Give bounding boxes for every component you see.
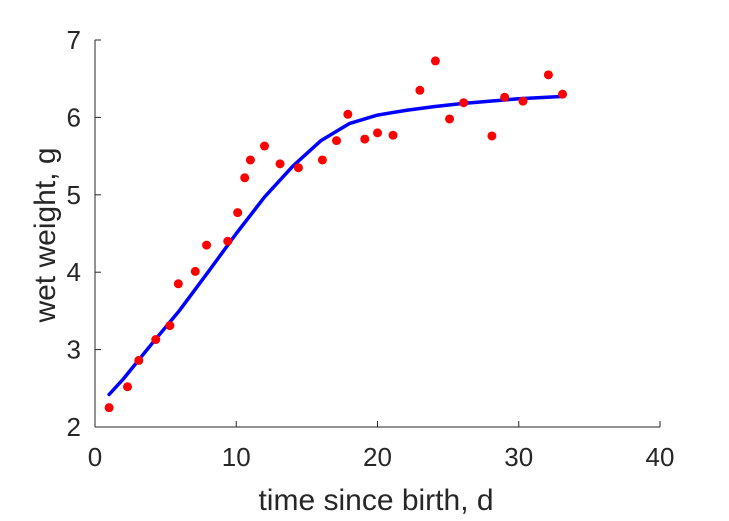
x-tick-label: 40 bbox=[646, 442, 675, 472]
data-point bbox=[459, 98, 469, 108]
data-point bbox=[487, 131, 497, 141]
data-point bbox=[223, 236, 233, 246]
y-axis-label: wet weight, g bbox=[29, 147, 62, 323]
data-point bbox=[240, 173, 250, 183]
data-point bbox=[165, 321, 175, 331]
data-point bbox=[558, 89, 568, 99]
data-point bbox=[360, 134, 370, 144]
data-point bbox=[260, 141, 269, 151]
data-point bbox=[518, 96, 528, 106]
data-point bbox=[233, 208, 243, 218]
data-point bbox=[500, 92, 510, 102]
data-point bbox=[373, 128, 382, 138]
data-point bbox=[104, 403, 114, 413]
data-point bbox=[173, 279, 183, 289]
y-tick-label: 7 bbox=[67, 25, 81, 55]
data-point bbox=[190, 266, 200, 276]
y-tick-label: 4 bbox=[67, 257, 81, 287]
data-point bbox=[151, 335, 161, 345]
y-tick-label: 5 bbox=[67, 180, 81, 210]
data-point bbox=[317, 155, 327, 165]
data-point bbox=[293, 163, 303, 173]
data-point bbox=[430, 56, 440, 66]
data-point bbox=[445, 114, 455, 124]
x-tick-label: 10 bbox=[222, 442, 251, 472]
y-tick-label: 6 bbox=[67, 102, 81, 132]
x-tick-label: 0 bbox=[88, 442, 102, 472]
axes: 0 10 20 30 40 2 3 4 5 6 7 bbox=[67, 25, 675, 472]
x-tick-label: 20 bbox=[363, 442, 392, 472]
data-point bbox=[202, 240, 212, 250]
x-tick-label: 30 bbox=[504, 442, 533, 472]
data-point bbox=[134, 355, 144, 365]
data-point bbox=[415, 85, 425, 95]
data-point bbox=[275, 159, 285, 169]
data-point bbox=[388, 130, 398, 140]
y-tick-label: 2 bbox=[67, 412, 81, 442]
x-axis-label: time since birth, d bbox=[258, 484, 493, 517]
data-point bbox=[332, 136, 342, 146]
data-point bbox=[245, 155, 255, 165]
data-point bbox=[343, 109, 353, 119]
data-point bbox=[122, 382, 132, 392]
data-point bbox=[543, 70, 553, 80]
y-tick-label: 3 bbox=[67, 335, 81, 365]
plot-area bbox=[104, 56, 568, 413]
